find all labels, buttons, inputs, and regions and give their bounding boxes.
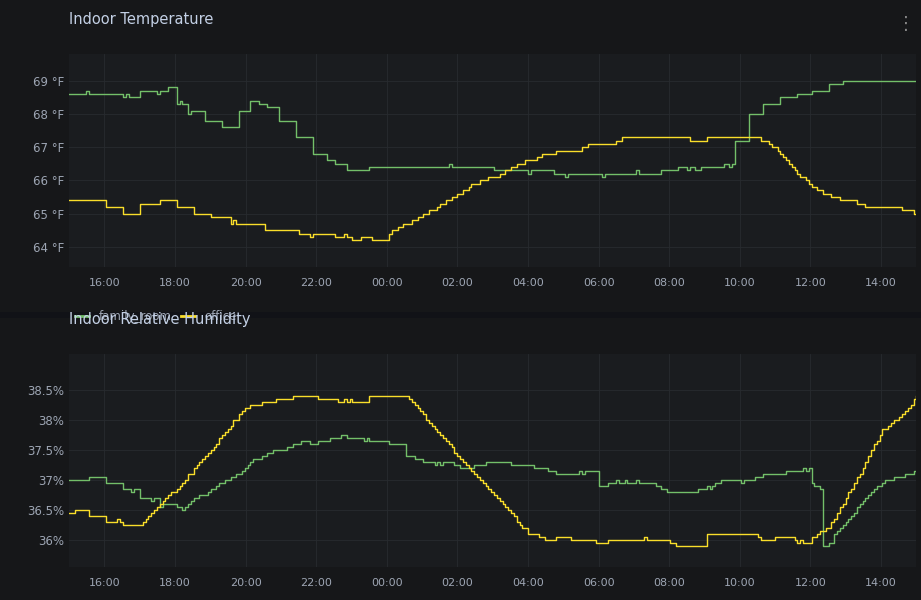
Text: 04:00: 04:00 xyxy=(512,278,544,288)
Text: 00:00: 00:00 xyxy=(371,578,402,588)
Text: 18:00: 18:00 xyxy=(159,278,191,288)
Text: 04:00: 04:00 xyxy=(512,578,544,588)
Text: Indoor Temperature: Indoor Temperature xyxy=(69,12,214,27)
Text: 12:00: 12:00 xyxy=(795,578,826,588)
Text: 00:00: 00:00 xyxy=(371,278,402,288)
Text: 14:00: 14:00 xyxy=(865,278,897,288)
Text: 10:00: 10:00 xyxy=(724,278,756,288)
Text: 16:00: 16:00 xyxy=(88,278,121,288)
Text: 20:00: 20:00 xyxy=(229,578,262,588)
Text: 22:00: 22:00 xyxy=(300,278,332,288)
Text: ⋮: ⋮ xyxy=(897,15,915,33)
Text: 22:00: 22:00 xyxy=(300,578,332,588)
Text: 08:00: 08:00 xyxy=(653,278,685,288)
Text: 10:00: 10:00 xyxy=(724,578,756,588)
Text: 08:00: 08:00 xyxy=(653,578,685,588)
Text: 12:00: 12:00 xyxy=(795,278,826,288)
Text: 06:00: 06:00 xyxy=(583,578,614,588)
Legend: family_room, office: family_room, office xyxy=(75,310,237,323)
Text: 02:00: 02:00 xyxy=(441,578,473,588)
Text: 20:00: 20:00 xyxy=(229,278,262,288)
Text: 02:00: 02:00 xyxy=(441,278,473,288)
Text: 18:00: 18:00 xyxy=(159,578,191,588)
Text: Indoor Relative Humidity: Indoor Relative Humidity xyxy=(69,312,251,327)
Text: 06:00: 06:00 xyxy=(583,278,614,288)
Text: 16:00: 16:00 xyxy=(88,578,121,588)
Text: 14:00: 14:00 xyxy=(865,578,897,588)
